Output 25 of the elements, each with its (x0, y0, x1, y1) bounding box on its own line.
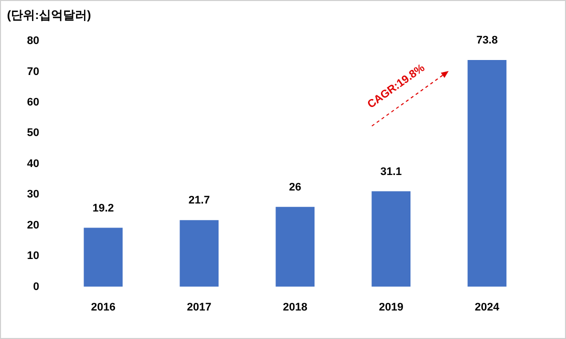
bar (84, 228, 123, 287)
y-tick-label: 30 (26, 188, 40, 201)
y-tick-label: 50 (26, 127, 40, 140)
y-tick-label: 60 (26, 96, 40, 108)
bar (468, 60, 506, 287)
data-label: 31.1 (380, 166, 402, 178)
data-label: 19.2 (92, 202, 114, 214)
bar (372, 191, 410, 287)
data-label: 73.8 (476, 34, 498, 47)
x-tick-label: 2019 (378, 301, 404, 314)
y-tick-label: 40 (26, 158, 40, 170)
x-tick-label: 2018 (282, 301, 308, 314)
y-tick-label: 70 (26, 66, 40, 78)
y-tick-label: 80 (26, 35, 40, 48)
y-tick-label: 0 (33, 280, 40, 293)
data-label: 26 (288, 181, 302, 194)
bar (180, 220, 219, 287)
data-label: 21.7 (188, 194, 210, 207)
y-tick-label: 20 (26, 219, 40, 232)
x-tick-label: 2024 (474, 301, 500, 314)
bar (276, 206, 315, 287)
x-tick-label: 2017 (186, 301, 212, 314)
x-tick-label: 2016 (90, 301, 116, 314)
y-tick-label: 10 (26, 250, 40, 262)
y-axis-title: (단위:십억달러) (7, 7, 91, 24)
